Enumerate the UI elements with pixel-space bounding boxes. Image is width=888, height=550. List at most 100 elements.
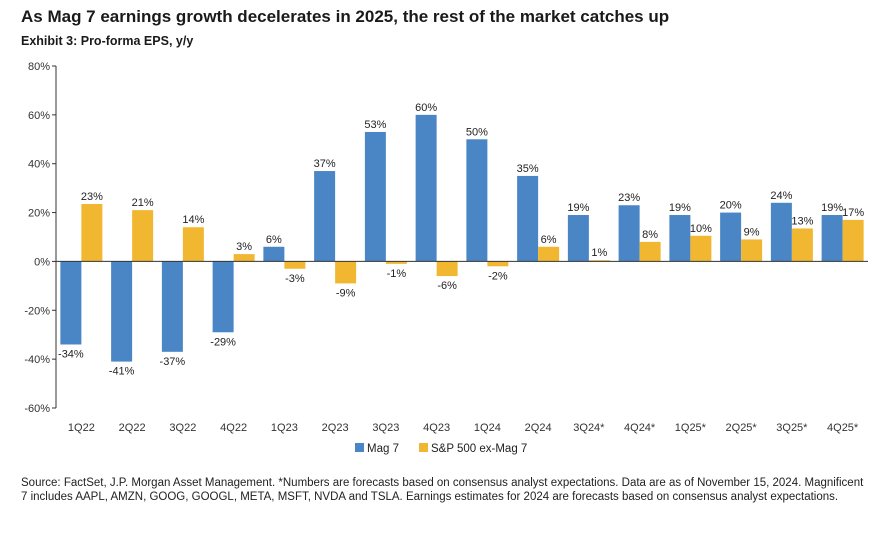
bar-sp500-ex-mag7-3q23 <box>385 261 407 264</box>
x-tick-label: 2Q24 <box>525 422 552 434</box>
data-label-sp500-ex-mag7-2q25: 9% <box>744 226 760 238</box>
x-tick-label: 3Q25* <box>776 422 808 434</box>
y-axis: 80% 60% 40% 20% 0% -20% -40% -60% <box>24 61 57 415</box>
data-label-sp500-ex-mag7-3q24: 1% <box>591 247 607 259</box>
data-label-sp500-ex-mag7-3q25: 13% <box>791 215 813 227</box>
x-tick-label: 4Q25* <box>827 422 859 434</box>
data-label-mag7-1q22: -34% <box>58 348 84 360</box>
bar-mag7-4q24 <box>618 205 640 262</box>
data-label-sp500-ex-mag7-1q22: 23% <box>81 191 103 203</box>
x-tick-label: 2Q23 <box>322 422 349 434</box>
bar-sp500-ex-mag7-4q22 <box>233 254 255 262</box>
data-label-sp500-ex-mag7-1q25: 10% <box>690 223 712 235</box>
x-tick-label: 4Q22 <box>220 422 247 434</box>
y-tick-label: -20% <box>24 305 50 317</box>
legend-label-mag7: Mag 7 <box>367 443 399 455</box>
source-footnote: Source: FactSet, J.P. Morgan Asset Manag… <box>21 477 864 503</box>
legend-swatch-mag7 <box>355 443 364 452</box>
data-label-mag7-1q23: 6% <box>266 234 282 246</box>
bar-mag7-2q24 <box>517 175 539 262</box>
x-tick-label: 1Q24 <box>474 422 501 434</box>
bar-mag7-3q22 <box>161 261 183 352</box>
bar-sp500-ex-mag7-1q22 <box>81 204 103 262</box>
bar-mag7-4q22 <box>212 261 234 333</box>
legend-label-sp500-ex-mag7: S&P 500 ex-Mag 7 <box>431 443 527 455</box>
data-label-sp500-ex-mag7-1q24: -2% <box>488 270 508 282</box>
data-label-mag7-4q25: 19% <box>821 202 843 214</box>
chart-subtitle: Exhibit 3: Pro-forma EPS, y/y <box>21 34 194 48</box>
bars <box>60 114 864 362</box>
y-tick-label: 60% <box>28 110 50 122</box>
bar-sp500-ex-mag7-4q24 <box>639 241 661 262</box>
data-label-mag7-3q24: 19% <box>567 202 589 214</box>
bar-chart: 80% 60% 40% 20% 0% -20% -40% -60% -34% 23% -41% 21… <box>24 61 868 455</box>
bar-sp500-ex-mag7-1q23 <box>284 261 306 269</box>
x-tick-label: 1Q22 <box>68 422 95 434</box>
y-tick-label: -60% <box>24 403 50 415</box>
bar-sp500-ex-mag7-4q25 <box>842 219 864 262</box>
data-label-mag7-2q23: 37% <box>314 158 336 170</box>
bar-mag7-1q22 <box>60 261 82 345</box>
x-tick-label: 1Q23 <box>271 422 298 434</box>
y-tick-label: 80% <box>28 61 50 73</box>
data-label-sp500-ex-mag7-4q25: 17% <box>842 207 864 219</box>
x-tick-label: 3Q24* <box>573 422 605 434</box>
x-tick-label: 4Q24* <box>624 422 656 434</box>
bar-sp500-ex-mag7-1q24 <box>487 261 509 267</box>
y-tick-label: 0% <box>34 256 50 268</box>
data-label-mag7-2q24: 35% <box>517 163 539 175</box>
bar-mag7-1q23 <box>263 246 285 262</box>
bar-sp500-ex-mag7-1q25 <box>690 235 712 262</box>
bar-sp500-ex-mag7-4q23 <box>436 261 458 277</box>
bar-mag7-4q23 <box>415 114 437 262</box>
data-label-sp500-ex-mag7-3q23: -1% <box>387 268 407 280</box>
x-tick-label: 3Q23 <box>372 422 399 434</box>
bar-sp500-ex-mag7-3q25 <box>791 228 813 262</box>
data-label-mag7-3q25: 24% <box>770 190 792 202</box>
data-label-mag7-4q24: 23% <box>618 192 640 204</box>
bar-mag7-1q25 <box>669 215 691 262</box>
x-tick-label: 4Q23 <box>423 422 450 434</box>
legend-swatch-sp500-ex-mag7 <box>419 443 428 452</box>
data-label-sp500-ex-mag7-4q22: 3% <box>236 241 252 253</box>
data-label-sp500-ex-mag7-4q24: 8% <box>642 229 658 241</box>
data-label-mag7-3q22: -37% <box>160 356 186 368</box>
data-label-sp500-ex-mag7-4q23: -6% <box>437 280 457 292</box>
data-label-sp500-ex-mag7-2q24: 6% <box>541 234 557 246</box>
data-label-sp500-ex-mag7-1q23: -3% <box>285 273 305 285</box>
data-label-mag7-4q23: 60% <box>415 102 437 114</box>
bar-mag7-3q23 <box>364 131 386 262</box>
x-axis: 1Q22 2Q22 3Q22 4Q22 1Q23 2Q23 3Q23 4Q23 1Q24 2Q24… <box>56 260 868 434</box>
bar-mag7-4q25 <box>821 215 843 262</box>
data-label-mag7-3q23: 53% <box>364 119 386 131</box>
data-label-sp500-ex-mag7-3q22: 14% <box>182 214 204 226</box>
x-tick-label: 3Q22 <box>169 422 196 434</box>
bar-sp500-ex-mag7-3q24 <box>588 260 610 262</box>
bar-sp500-ex-mag7-2q22 <box>132 210 154 262</box>
y-tick-label: 40% <box>28 159 50 171</box>
bar-sp500-ex-mag7-2q24 <box>538 246 560 262</box>
bar-sp500-ex-mag7-3q22 <box>182 227 204 262</box>
data-label-mag7-2q22: -41% <box>109 366 135 378</box>
data-label-mag7-4q22: -29% <box>210 336 236 348</box>
bar-mag7-1q24 <box>466 139 488 262</box>
data-label-sp500-ex-mag7-2q23: -9% <box>336 287 356 299</box>
y-tick-label: 20% <box>28 208 50 220</box>
legend: Mag 7 S&P 500 ex-Mag 7 <box>355 443 527 455</box>
data-label-mag7-2q25: 20% <box>720 200 742 212</box>
y-tick-label: -40% <box>24 354 50 366</box>
x-tick-label: 2Q22 <box>119 422 146 434</box>
bar-mag7-2q23 <box>314 171 336 262</box>
data-label-mag7-1q24: 50% <box>466 126 488 138</box>
bar-mag7-2q25 <box>720 212 742 262</box>
chart-title: As Mag 7 earnings growth decelerates in … <box>21 7 670 26</box>
data-label-sp500-ex-mag7-2q22: 21% <box>132 197 154 209</box>
bar-mag7-2q22 <box>111 261 133 362</box>
x-tick-label: 1Q25* <box>675 422 707 434</box>
data-label-mag7-1q25: 19% <box>669 202 691 214</box>
data-labels: -34% 23% -41% 21% -37% 14% -29% 3% 6% -3% 37% -9% 53… <box>58 102 864 378</box>
bar-mag7-3q25 <box>770 202 792 262</box>
bar-mag7-3q24 <box>567 215 589 262</box>
bar-sp500-ex-mag7-2q23 <box>335 261 357 284</box>
